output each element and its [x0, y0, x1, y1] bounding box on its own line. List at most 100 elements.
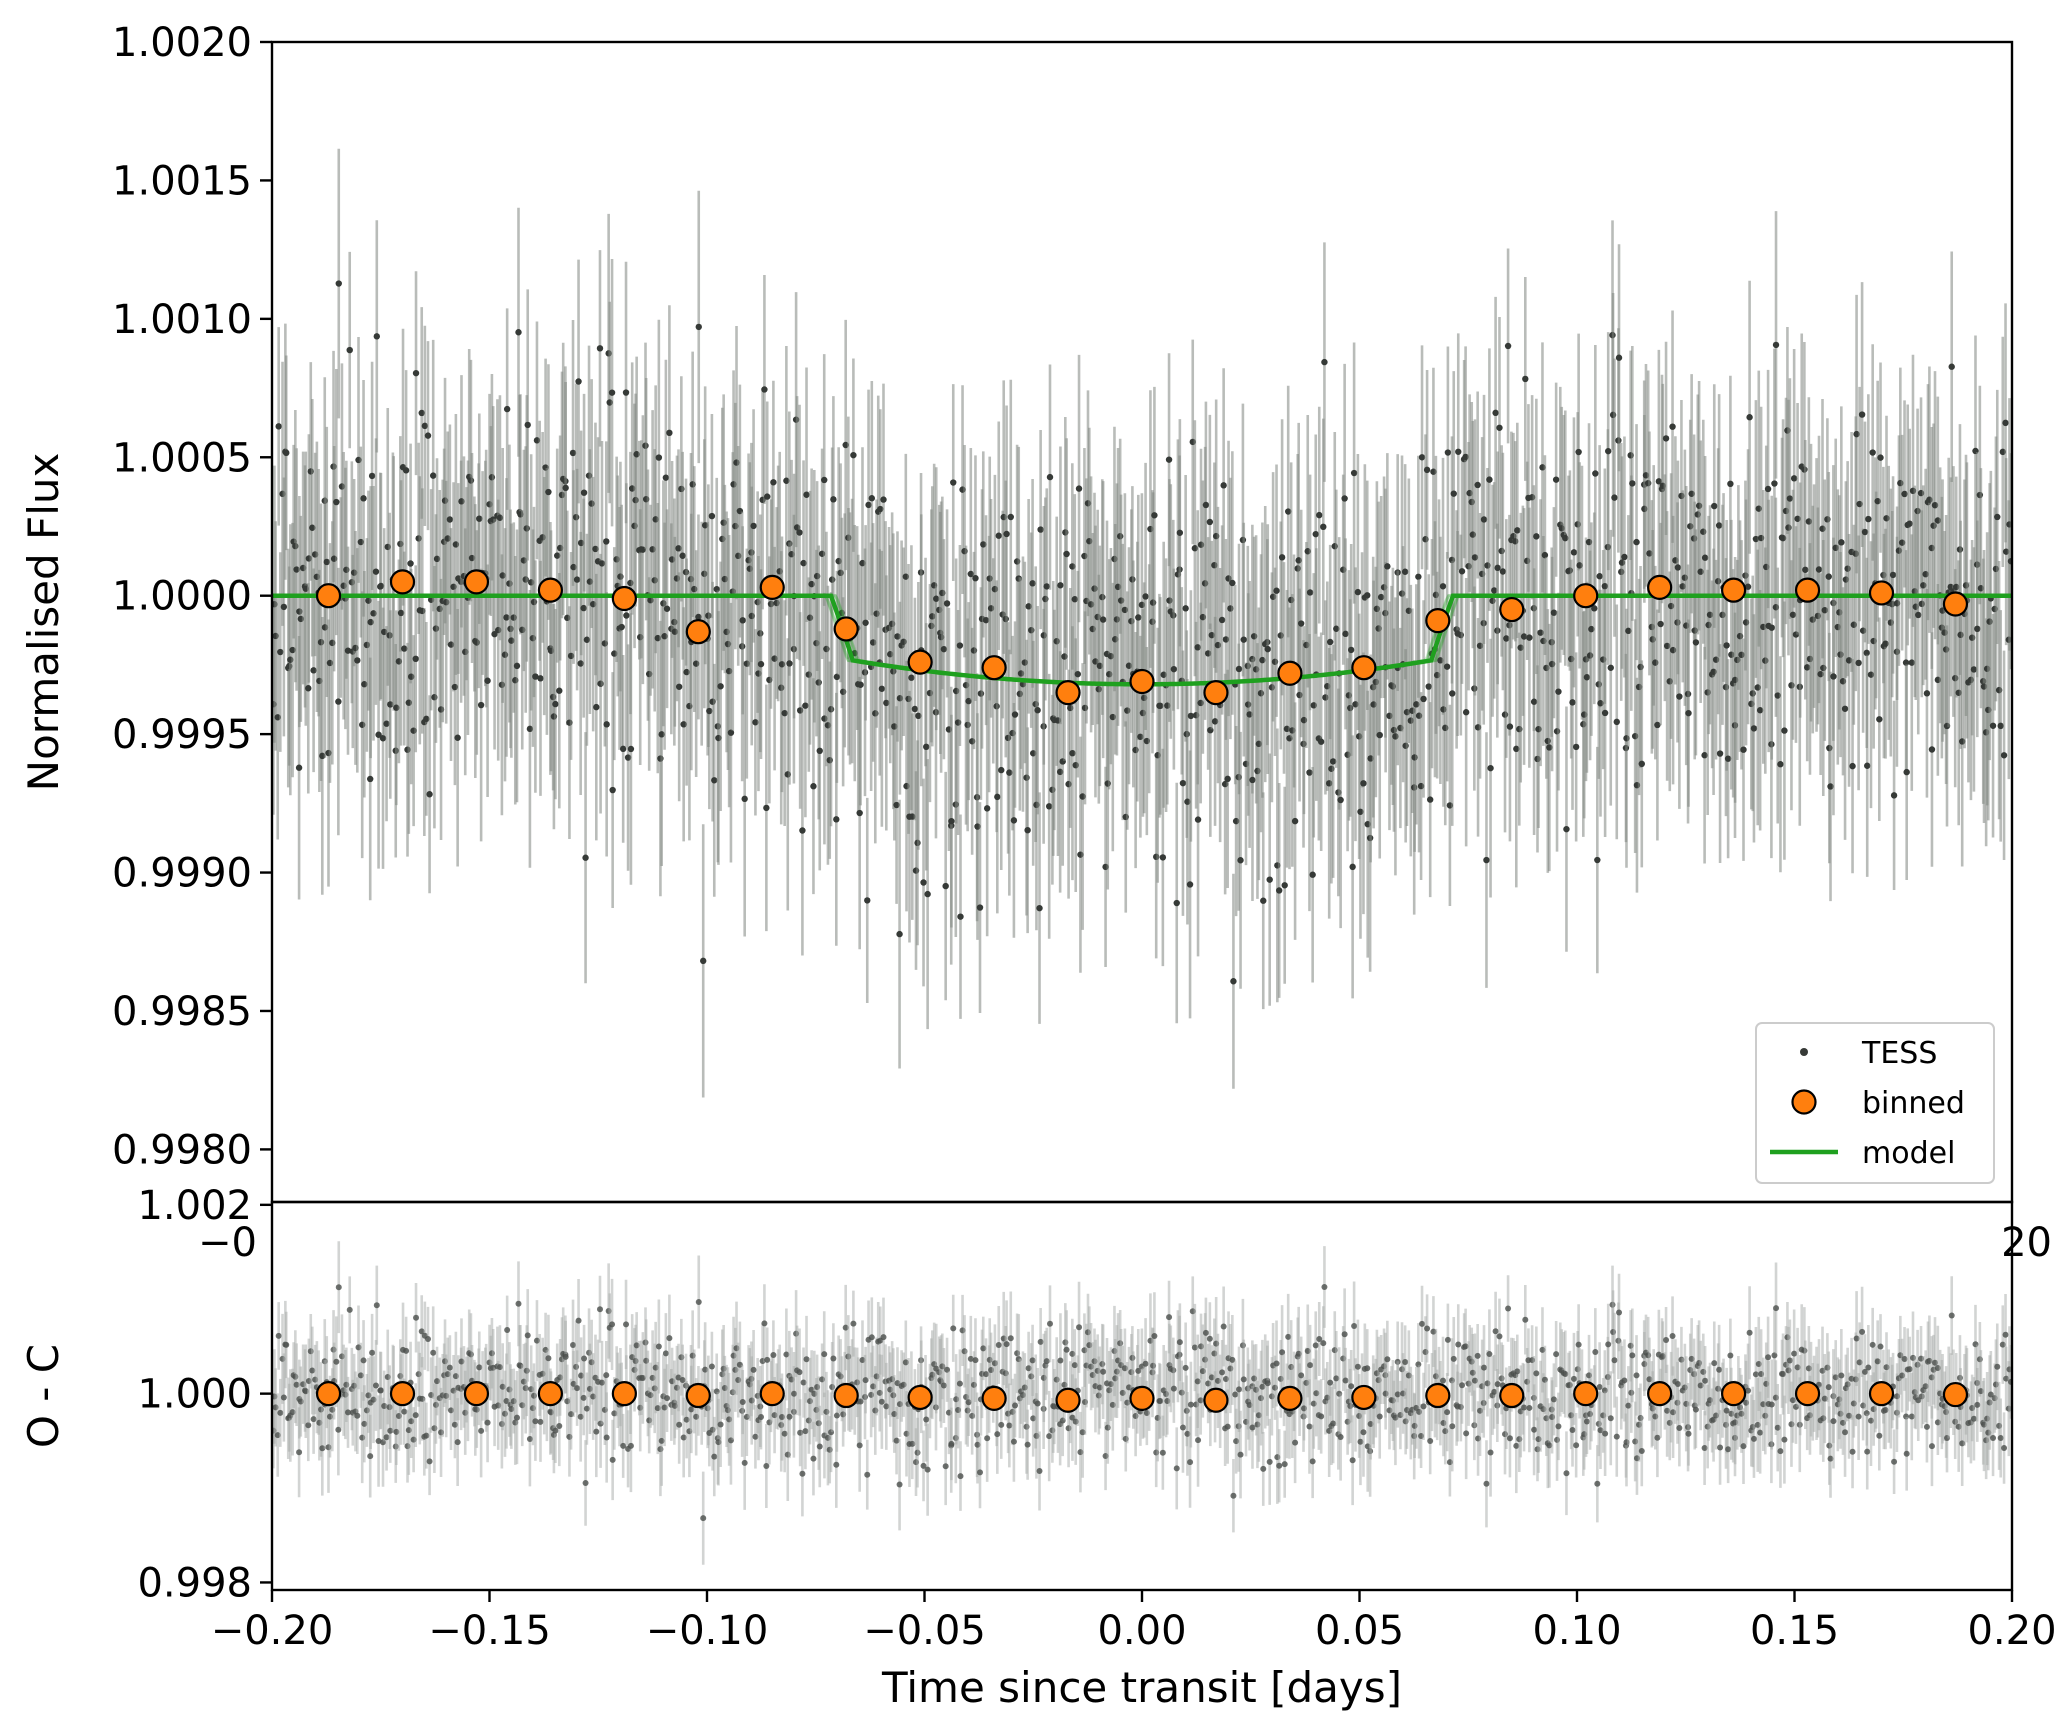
residual-binned-point — [389, 1381, 416, 1407]
tess-point — [942, 882, 949, 890]
tess-point — [1928, 746, 1936, 753]
residual-point — [1908, 1413, 1915, 1420]
tess-point — [1480, 516, 1488, 523]
residual-point — [1752, 1371, 1759, 1378]
tess-point — [1779, 534, 1787, 542]
residual-point — [476, 1364, 483, 1371]
tess-point — [1853, 430, 1860, 438]
tess-point — [277, 648, 284, 656]
residual-point — [1427, 1438, 1434, 1445]
residual-point — [1692, 1406, 1699, 1413]
tess-point — [421, 422, 429, 430]
tess-point — [1781, 727, 1788, 734]
tess-point — [799, 827, 806, 834]
tess-point — [1224, 775, 1231, 783]
residual-binned-point — [611, 1381, 637, 1407]
tess-point — [1354, 588, 1362, 596]
binned-point — [1942, 591, 1969, 617]
tess-point — [1522, 375, 1529, 383]
tess-point — [1855, 659, 1862, 667]
residual-point — [1594, 1480, 1601, 1487]
residual-panel: 0.998 1.000 1.002 −0.20 −0.15 −0.10 −0.05 0.00… — [19, 1183, 2057, 1712]
tess-point — [1202, 501, 1210, 509]
residual-point — [1994, 1363, 2001, 1370]
tess-point — [1827, 783, 1834, 790]
tess-point — [1249, 776, 1256, 784]
tess-point — [868, 495, 876, 502]
tess-point — [1306, 769, 1313, 776]
residual-point — [412, 1412, 419, 1419]
tess-point — [554, 552, 561, 559]
tess-point — [1621, 553, 1628, 561]
residual-point — [1444, 1336, 1451, 1343]
tess-point — [1625, 627, 1632, 635]
residual-binned-point — [1868, 1381, 1895, 1407]
residual-point — [1768, 1401, 1775, 1408]
residual-point — [655, 1343, 662, 1350]
tess-point — [1423, 466, 1431, 474]
tess-point — [675, 683, 683, 690]
residual-point — [532, 1418, 539, 1425]
residual-point — [1990, 1434, 1997, 1441]
main-y-tick-label: 0.9995 — [112, 712, 252, 758]
residual-point — [1230, 1492, 1237, 1499]
residual-point — [574, 1385, 581, 1392]
residual-point — [1491, 1388, 1498, 1395]
tess-point — [532, 673, 539, 680]
tess-point — [1342, 630, 1349, 638]
residual-point — [581, 1355, 588, 1362]
residual-point — [503, 1398, 510, 1405]
tess-point — [1601, 709, 1609, 717]
residual-point — [1513, 1442, 1520, 1449]
tess-point — [1970, 666, 1978, 673]
binned-point — [1203, 679, 1229, 706]
tess-point — [1876, 716, 1883, 723]
tess-point — [957, 913, 964, 920]
x-axis-label: Time since transit [days] — [881, 1663, 1402, 1712]
residual-point — [800, 1379, 807, 1386]
tess-point — [877, 505, 884, 513]
residual-point — [1249, 1424, 1256, 1431]
tess-point — [503, 614, 510, 621]
residual-point — [478, 1427, 485, 1434]
residual-point — [1194, 1378, 1201, 1385]
tess-point — [1099, 616, 1107, 623]
residual-point — [1611, 1357, 1618, 1364]
residual-point — [1777, 1448, 1784, 1455]
tess-point — [1003, 530, 1010, 538]
residual-point — [1974, 1401, 1981, 1408]
main-x-tick-label-right: 20 — [2001, 1220, 2052, 1266]
residual-point — [1849, 1448, 1856, 1455]
residual-x-axis: −0.20 −0.15 −0.10 −0.05 0.00 0.05 0.10 0.15 0.20 — [211, 1590, 2057, 1654]
residual-point — [1842, 1429, 1849, 1436]
tess-point — [1552, 476, 1560, 483]
tess-point — [1533, 533, 1540, 540]
binned-point — [759, 574, 785, 600]
residual-point — [1602, 1430, 1609, 1437]
tess-point — [1611, 494, 1618, 501]
residual-point — [280, 1394, 287, 1401]
x-tick-label: −0.05 — [863, 1608, 986, 1654]
residual-point — [1057, 1357, 1064, 1364]
tess-point — [1364, 592, 1371, 599]
tess-point — [569, 449, 577, 457]
tess-point — [781, 709, 788, 717]
tess-point — [1841, 705, 1849, 712]
residual-point — [950, 1325, 957, 1332]
tess-point — [618, 623, 625, 631]
tess-point — [1506, 723, 1514, 730]
residual-point — [1224, 1423, 1231, 1430]
residual-point — [802, 1428, 809, 1435]
residual-binned-point — [1129, 1385, 1155, 1411]
tess-point — [967, 570, 975, 578]
residual-point — [1170, 1385, 1177, 1392]
residual-point — [545, 1355, 552, 1362]
tess-point — [1306, 589, 1314, 596]
residual-point — [537, 1418, 544, 1425]
tess-point — [552, 700, 559, 708]
tess-point — [1045, 803, 1053, 810]
tess-point — [1220, 482, 1227, 489]
tess-point — [924, 890, 931, 898]
tess-point — [627, 745, 635, 753]
